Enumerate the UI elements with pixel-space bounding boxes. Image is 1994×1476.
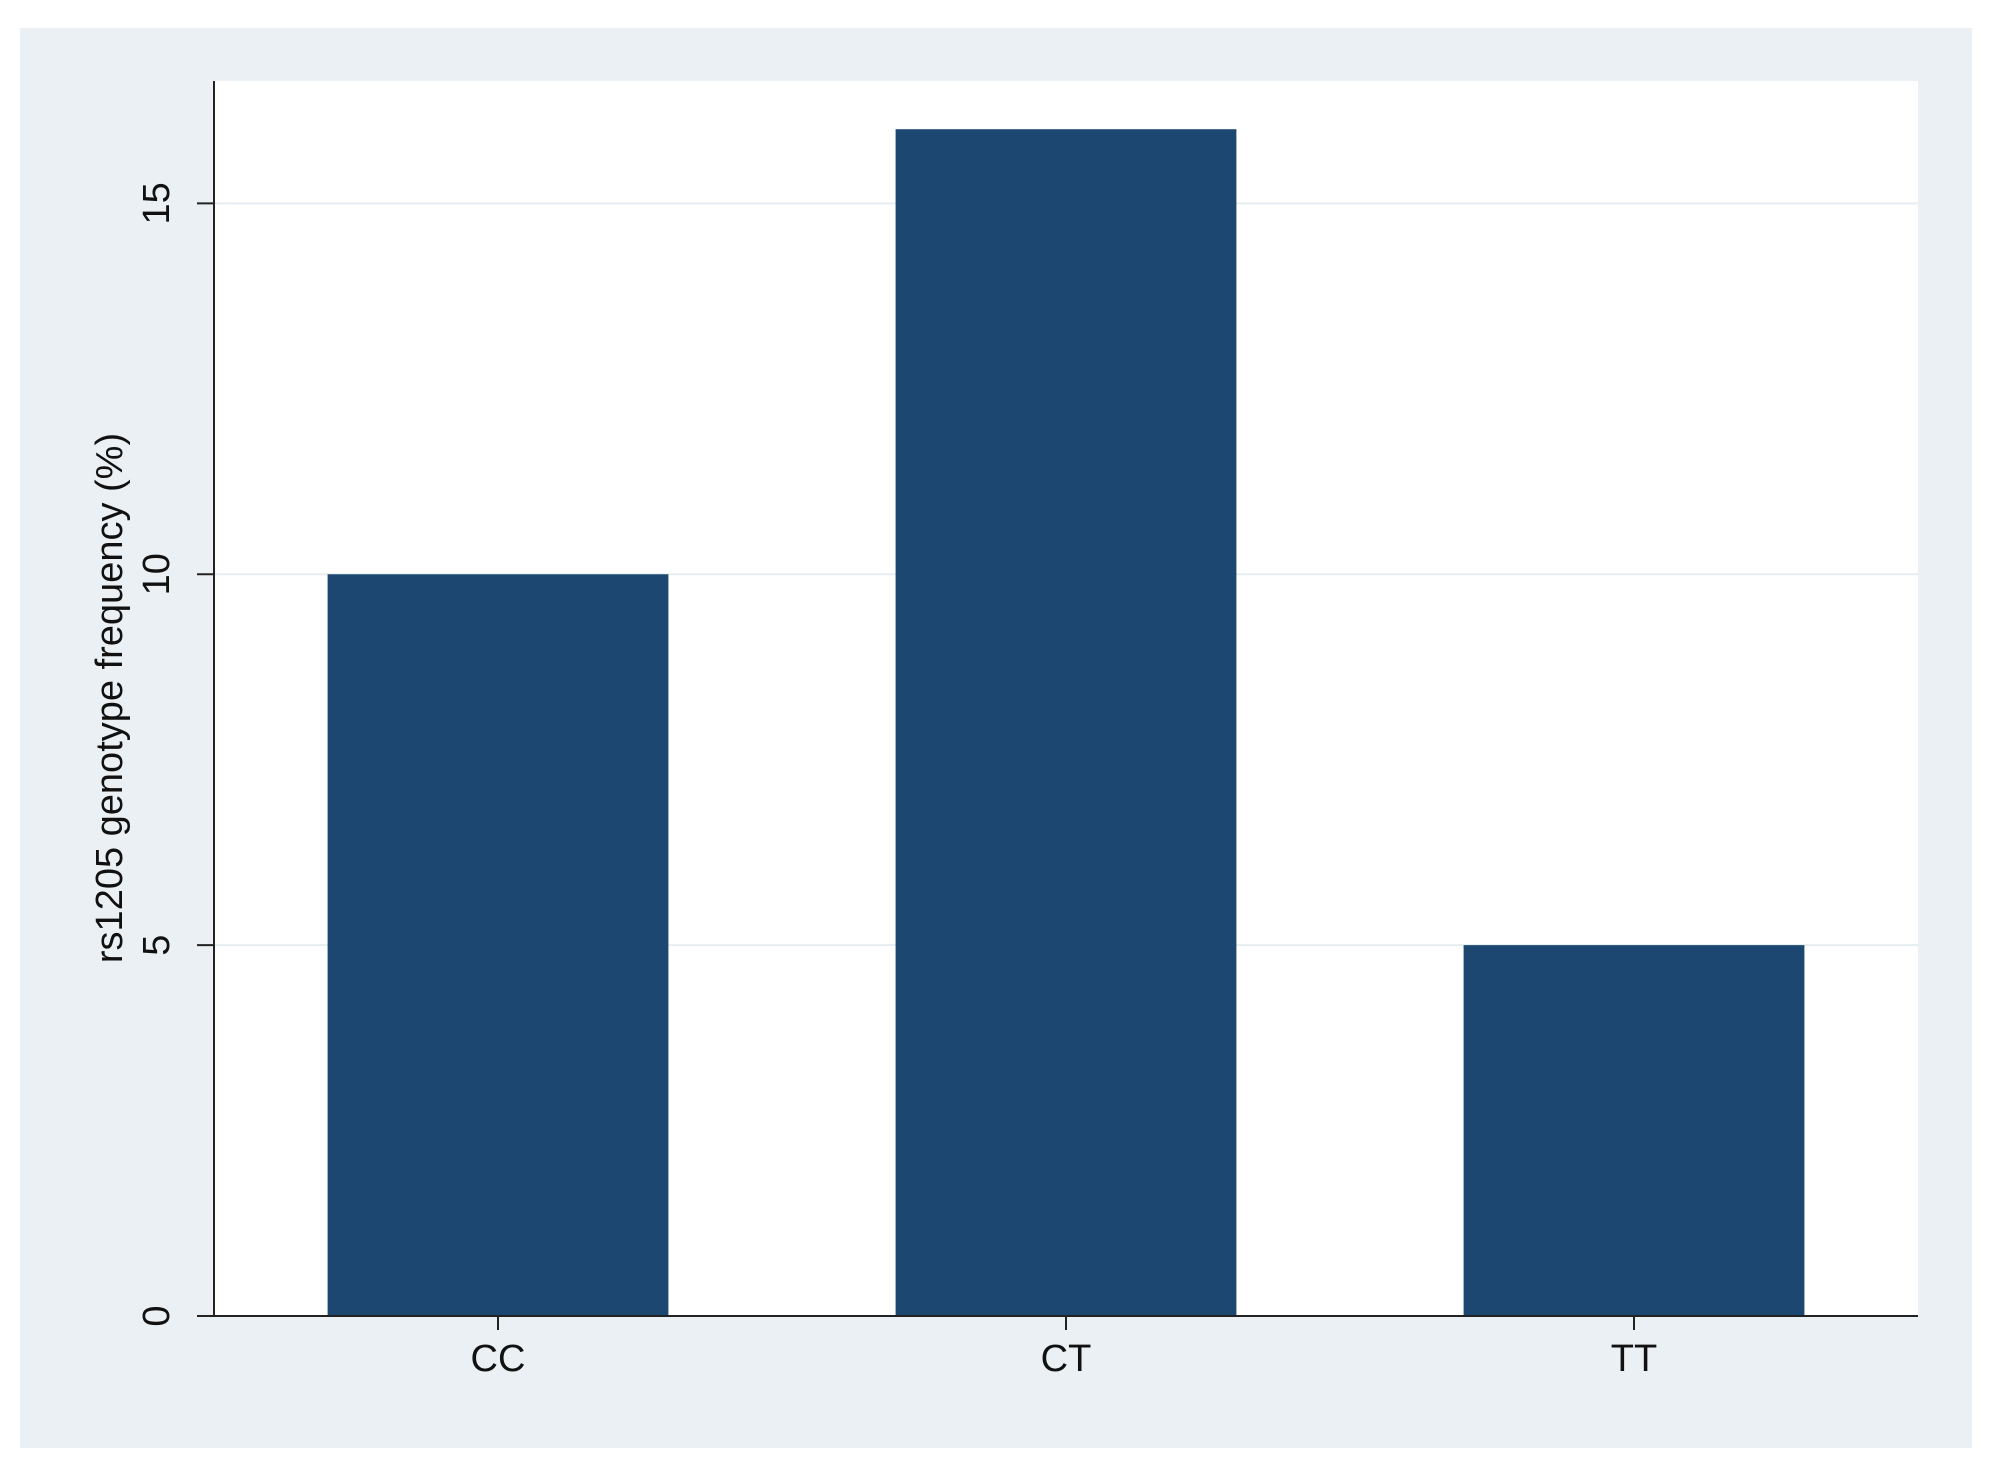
y-tick-label: 15 [136, 182, 178, 224]
bar [327, 574, 669, 1316]
y-tick-label: 5 [136, 935, 178, 956]
y-axis-label: rs1205 genotype frequency (%) [89, 433, 131, 963]
x-tick-label: TT [1611, 1338, 1657, 1380]
x-tick-label: CT [1041, 1338, 1092, 1380]
bar [895, 129, 1237, 1316]
y-tick-label: 0 [136, 1305, 178, 1326]
bar [1463, 945, 1805, 1316]
x-tick-label: CC [471, 1338, 526, 1380]
y-tick-label: 10 [136, 553, 178, 595]
